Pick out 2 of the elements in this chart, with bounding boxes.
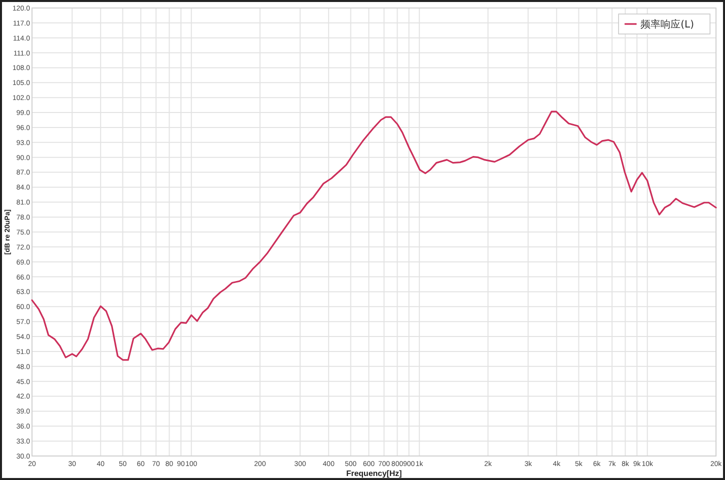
x-axis-title: Frequency[Hz] [346, 469, 402, 478]
legend-label: 频率响应(L) [640, 18, 694, 30]
